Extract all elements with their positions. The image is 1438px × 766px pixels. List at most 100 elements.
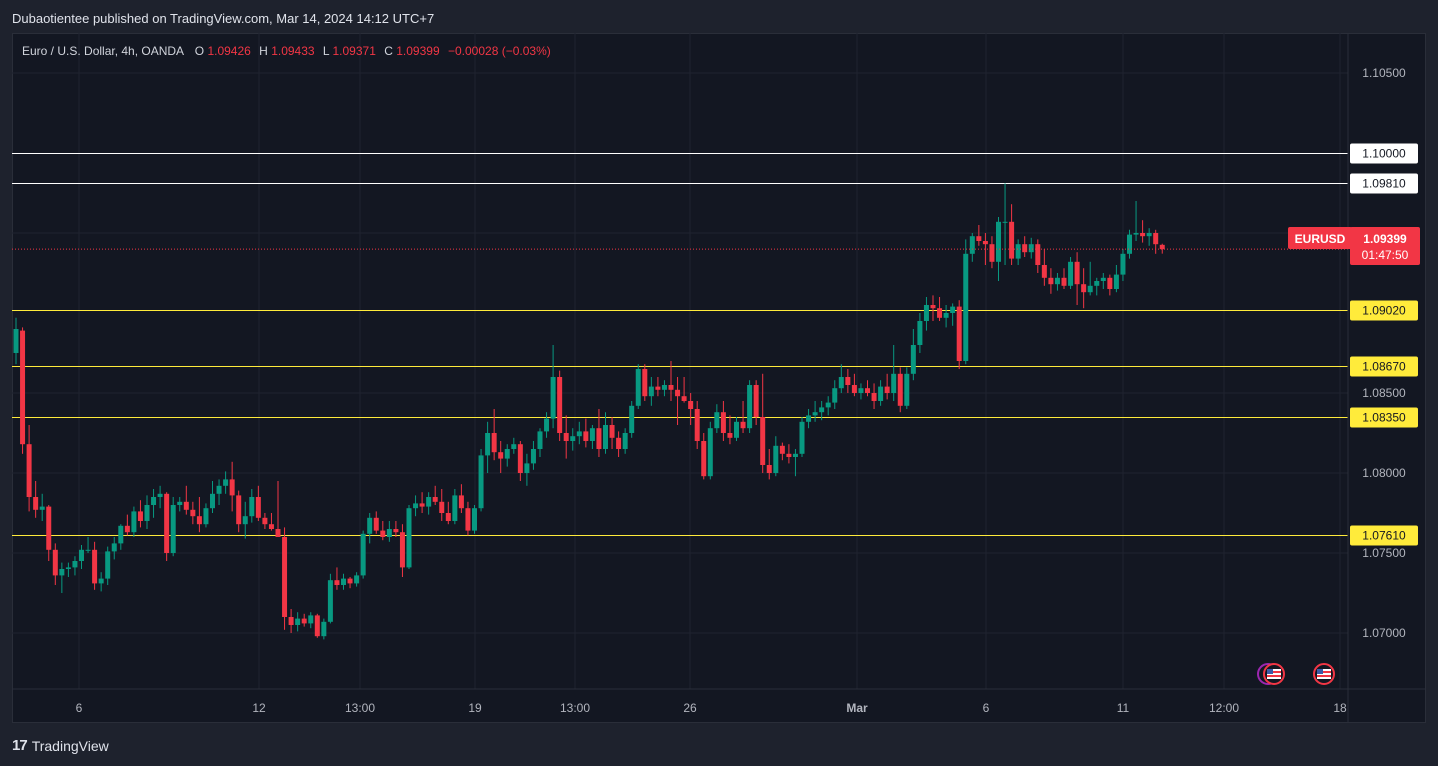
candle <box>753 380 759 425</box>
price-chart[interactable]: Euro / U.S. Dollar, 4h, OANDA O 1.09426 … <box>12 33 1426 723</box>
candle-body <box>1159 244 1165 250</box>
candle <box>792 449 798 477</box>
candle <box>33 481 39 518</box>
us-flag-icon[interactable] <box>1313 663 1335 685</box>
candle <box>865 380 870 397</box>
time-tick-label: Mar <box>846 701 868 715</box>
candle-body <box>766 465 772 473</box>
candle-body <box>576 431 582 437</box>
us-flag-icon[interactable] <box>1257 663 1285 685</box>
candle-body <box>504 449 510 459</box>
candle <box>419 492 425 513</box>
candle-body <box>144 505 150 521</box>
candle-body <box>589 428 595 441</box>
candle-body <box>760 417 766 465</box>
candle <box>720 401 726 441</box>
candle-body <box>668 385 674 390</box>
candle-body <box>98 578 104 584</box>
candle-body <box>85 549 91 551</box>
candle <box>478 449 484 512</box>
candle-body <box>799 421 805 454</box>
candle <box>1113 265 1119 293</box>
candle <box>288 609 294 633</box>
event-icons[interactable] <box>1257 663 1335 685</box>
candle <box>151 489 157 518</box>
candle-body <box>491 433 497 453</box>
candle <box>164 492 170 561</box>
candle-body <box>72 561 78 568</box>
candle-body <box>858 388 864 393</box>
candle <box>779 442 785 461</box>
candle-body <box>393 529 399 533</box>
candle <box>884 373 890 400</box>
candle-body <box>399 532 405 568</box>
candle <box>668 361 674 401</box>
candle-body <box>242 516 248 525</box>
candle-body <box>275 529 281 537</box>
candle-body <box>177 501 183 505</box>
candle-body <box>747 385 753 429</box>
candle <box>327 573 333 624</box>
candle <box>576 421 582 445</box>
time-tick-label: 19 <box>468 701 482 715</box>
candle-body <box>111 543 117 552</box>
candle-body <box>308 615 314 624</box>
grid <box>12 33 1348 689</box>
candle-body <box>1120 253 1126 275</box>
candle <box>603 412 608 454</box>
candle <box>563 415 569 459</box>
candle <box>675 377 681 425</box>
candle-body <box>210 493 215 509</box>
candle <box>838 364 844 393</box>
candle-body <box>262 517 268 525</box>
candle-body <box>432 497 438 502</box>
candle <box>891 345 897 401</box>
candle <box>910 329 916 381</box>
chart-frame[interactable] <box>12 33 1426 723</box>
legend-symbol: Euro / U.S. Dollar, 4h, OANDA <box>22 44 184 58</box>
candle-body <box>1061 277 1067 286</box>
candle <box>773 436 779 477</box>
candle <box>1068 257 1074 289</box>
candle <box>295 612 301 632</box>
candle-body <box>825 402 831 408</box>
candle-body <box>720 412 726 433</box>
level-tag-bg <box>1350 356 1418 377</box>
candle-body <box>596 428 602 449</box>
price-tick-label: 1.07500 <box>1362 546 1406 560</box>
candle-body <box>1146 233 1152 237</box>
candle-body <box>989 244 995 262</box>
candle-body <box>249 497 255 517</box>
level-tag-bg <box>1350 143 1418 164</box>
candle-body <box>20 330 26 445</box>
candle-body <box>884 386 890 393</box>
candle-body <box>976 236 982 241</box>
time-tick-label: 26 <box>683 701 697 715</box>
candle-body <box>530 449 536 464</box>
candle <box>937 297 943 321</box>
level-tag-bg <box>1350 300 1418 321</box>
price-tick-label: 1.10500 <box>1362 66 1406 80</box>
candle-body <box>439 501 445 513</box>
candle <box>229 461 235 512</box>
candle <box>524 453 530 486</box>
candle-body <box>426 497 432 507</box>
candle <box>517 441 523 481</box>
time-axis: 6 12 13:00 19 13:00 26 Mar 6 11 12:00 18 <box>12 688 1426 715</box>
candle <box>1094 277 1100 296</box>
candle <box>845 369 851 393</box>
legend-o-label: O <box>195 44 204 58</box>
candle-body <box>183 501 189 510</box>
candle-body <box>550 377 556 419</box>
candle <box>511 437 517 454</box>
candle <box>570 428 576 451</box>
candle <box>976 225 982 246</box>
candle-body <box>105 551 111 579</box>
candle <box>39 493 45 521</box>
candle-body <box>622 433 628 449</box>
tradingview-logo[interactable]: 17 TradingView <box>12 737 109 754</box>
candle-body <box>511 444 517 449</box>
candle-body <box>570 436 576 441</box>
candle-body <box>557 377 563 433</box>
candle-body <box>937 308 943 318</box>
